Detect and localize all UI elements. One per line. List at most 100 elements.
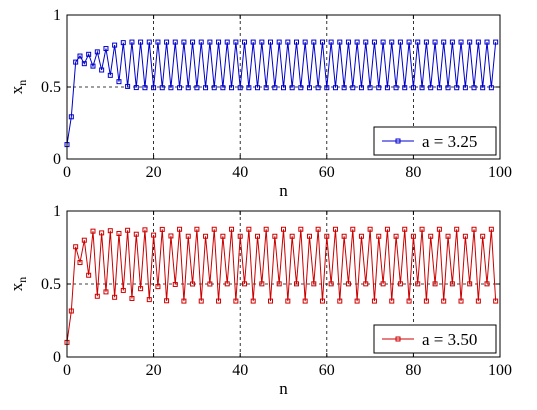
data-point-marker [306,233,312,239]
data-point-marker [164,39,170,45]
data-point-marker [488,85,494,91]
data-point-marker [233,298,239,304]
y-axis-label-subscript: n [15,80,29,86]
data-point-marker [371,298,377,304]
data-point-marker [415,281,421,287]
data-point-marker [302,39,308,45]
data-point-marker [484,281,490,287]
data-point-marker [68,308,74,314]
data-point-marker [246,226,252,232]
data-point-marker [155,39,161,45]
y-axis-label-subscript: n [15,277,29,283]
data-point-marker [229,226,235,232]
data-point-marker [73,244,79,250]
data-point-marker [332,85,338,91]
data-point-marker [242,39,248,45]
data-point-marker [419,85,425,91]
data-point-marker [77,53,83,59]
data-point-marker [68,114,74,120]
data-point-marker [190,281,196,287]
data-point-marker [376,233,382,239]
data-point-marker [345,281,351,287]
data-point-marker [211,85,217,91]
data-point-marker [441,298,447,304]
data-point-marker [436,226,442,232]
data-point-marker [302,298,308,304]
data-point-marker [81,61,87,67]
data-point-marker [211,226,217,232]
series-line [66,229,497,343]
data-point-marker [324,85,330,91]
data-point-marker [423,298,429,304]
data-point-marker [324,233,330,239]
data-point-marker [194,85,200,91]
data-point-marker [220,233,226,239]
data-point-marker [432,39,438,45]
data-point-marker [107,228,113,234]
data-point-marker [358,85,364,91]
legend: a = 3.25 [373,126,497,156]
data-point-marker [159,85,165,91]
data-point-marker [99,230,105,236]
x-tick-label: 40 [232,164,248,181]
data-point-marker [419,226,425,232]
data-point-marker [458,298,464,304]
data-point-marker [255,233,261,239]
data-point-marker [86,51,92,57]
x-tick-label: 100 [488,362,512,379]
data-point-marker [281,226,286,232]
legend-swatch-marker [395,336,401,342]
data-point-marker [441,39,447,45]
data-point-marker [172,39,178,45]
data-point-marker [467,281,473,287]
data-point-marker [350,85,356,91]
data-point-marker [298,85,304,91]
data-point-marker [445,85,451,91]
data-point-marker [151,232,157,238]
data-point-marker [380,281,386,287]
data-point-marker [363,281,369,287]
data-point-marker [480,85,486,91]
data-point-marker [220,85,226,91]
data-point-marker [129,39,135,45]
x-tick-label: 0 [63,164,71,181]
data-point-marker [229,85,235,91]
data-point-marker [268,298,274,304]
data-point-marker [107,72,113,78]
data-point-marker [462,85,468,91]
data-point-marker [185,233,191,239]
data-point-marker [384,226,390,232]
x-tick-label: 60 [319,164,335,181]
data-point-marker [120,287,126,293]
data-point-marker [319,39,325,45]
data-point-marker [146,297,152,303]
data-point-marker [397,281,403,287]
data-point-marker [480,233,486,239]
data-point-marker [164,298,170,304]
data-point-marker [242,281,248,287]
data-point-marker [116,79,122,85]
data-point-marker [216,39,222,45]
data-point-marker [172,281,178,287]
data-point-marker [190,39,196,45]
data-point-marker [259,281,265,287]
data-point-marker [185,85,191,91]
data-point-marker [103,289,109,295]
y-axis-label-main: x [7,85,26,94]
data-point-marker [81,237,87,243]
data-point-marker [454,226,460,232]
data-point-marker [458,39,464,45]
legend-label: a = 3.50 [422,330,477,349]
data-point-marker [133,85,139,91]
data-point-marker [428,85,434,91]
legend: a = 3.50 [373,324,497,354]
x-tick-label: 0 [63,362,71,379]
data-point-marker [380,39,386,45]
data-point-marker [415,39,421,45]
data-point-marker [341,85,347,91]
data-point-marker [177,85,183,91]
data-point-marker [484,39,490,45]
data-point-marker [319,298,325,304]
